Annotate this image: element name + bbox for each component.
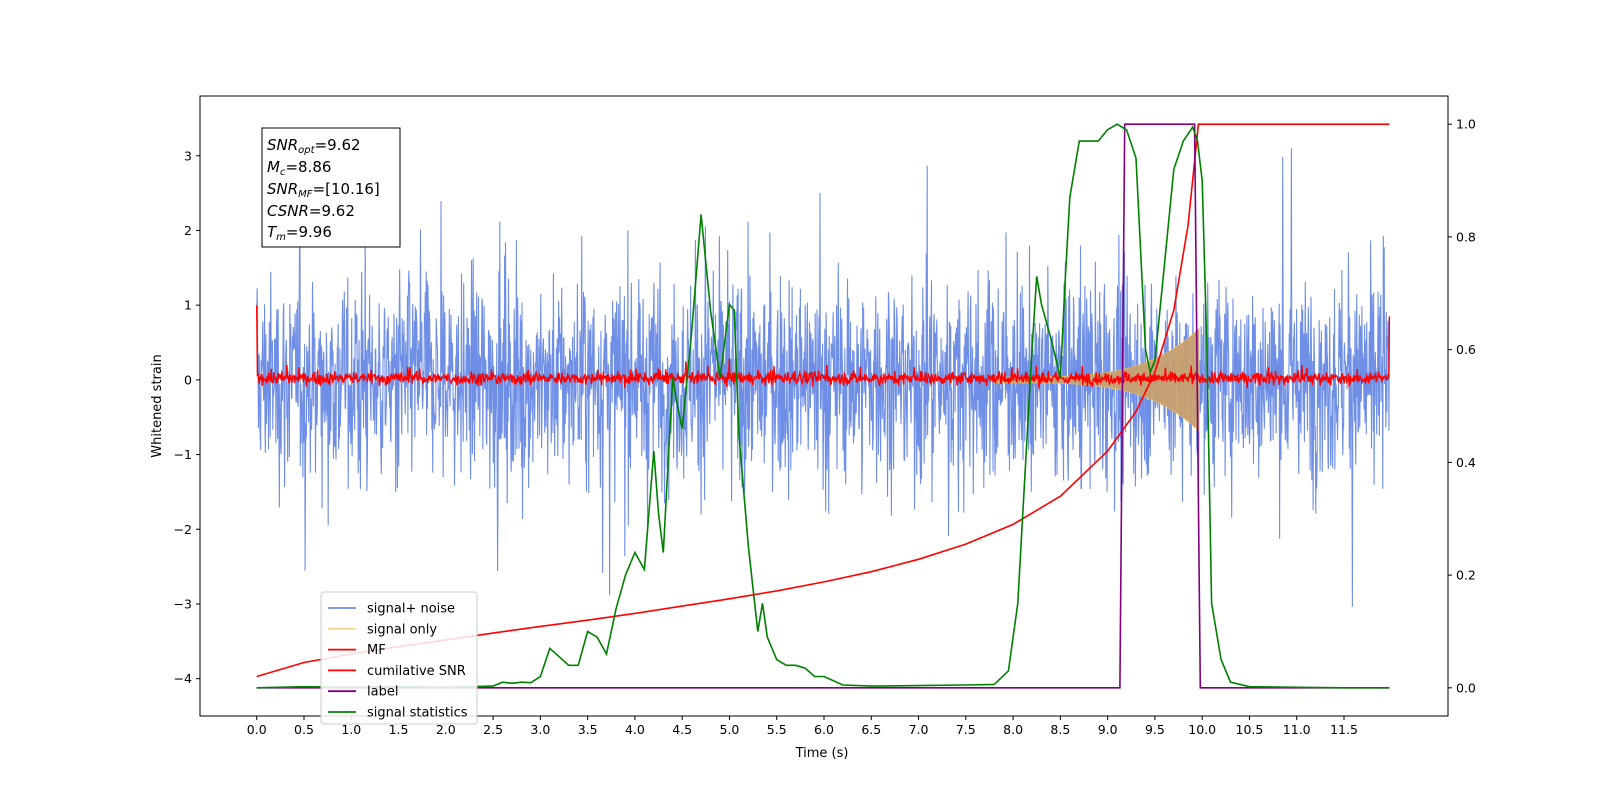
x-tick-label: 7.5 [956,722,976,737]
y-left-tick-label: −4 [174,671,192,686]
y-left-tick-label: 3 [184,148,192,163]
y-left-tick-label: 2 [184,223,192,238]
x-tick-label: 6.0 [814,722,834,737]
y-axis-left: 3 2 1 0 −1 −2 −3 −4 [174,148,200,686]
legend-entry: signal only [367,622,437,637]
series-signal-noise [256,148,1390,607]
x-tick-label: 9.0 [1098,722,1118,737]
legend-entry: signal+ noise [367,602,455,617]
x-tick-label: 1.5 [389,722,409,737]
svg-text:SNRopt=9.62: SNRopt=9.62 [267,136,361,156]
y-axis-right: 1.0 0.8 0.6 0.4 0.2 0.0 [1448,117,1476,695]
svg-text:CSNR=9.62: CSNR=9.62 [267,202,355,220]
y-left-tick-label: −1 [174,447,192,462]
x-tick-label: 6.5 [861,722,881,737]
x-tick-label: 2.5 [483,722,503,737]
y-left-tick-label: 0 [184,372,192,387]
x-tick-label: 2.0 [436,722,456,737]
y-right-tick-label: 0.0 [1456,680,1476,695]
x-tick-label: 3.0 [530,722,550,737]
y-left-tick-label: −3 [174,596,192,611]
x-tick-label: 7.0 [909,722,929,737]
x-axis-label: Time (s) [795,746,849,761]
y-right-tick-label: 0.2 [1456,568,1476,583]
x-tick-label: 4.5 [672,722,692,737]
x-tick-label: 5.5 [767,722,787,737]
x-tick-label: 0.0 [247,722,267,737]
svg-text:Mc=8.86: Mc=8.86 [267,158,331,178]
series-mf [256,305,1391,389]
y-left-tick-label: −2 [174,522,192,537]
legend-entry: signal statistics [367,706,468,721]
x-tick-label: 10.0 [1188,722,1216,737]
x-tick-label: 0.5 [294,722,314,737]
x-tick-label: 1.0 [341,722,361,737]
series-label [256,123,1390,689]
x-axis: 0.0 0.5 1.0 1.5 2.0 2.5 3.0 3.5 4.0 4.5 5.0 5.5 6.0 6… [247,716,1358,737]
y-left-tick-label: 1 [184,298,192,313]
x-tick-label: 3.5 [578,722,598,737]
annotation-box: SNRopt=9.62 Mc=8.86 SNRMF=[10.16] CSNR=9… [261,127,401,248]
y-axis-label: Whitened strain [150,354,165,457]
legend-entry: label [367,685,398,700]
x-tick-label: 11.0 [1283,722,1311,737]
x-tick-label: 11.5 [1330,722,1358,737]
x-tick-label: 5.0 [720,722,740,737]
legend-entry: cumilative SNR [367,664,466,679]
x-tick-label: 8.0 [1003,722,1023,737]
x-tick-label: 8.5 [1050,722,1070,737]
y-right-tick-label: 0.4 [1456,455,1476,470]
x-tick-label: 4.0 [625,722,645,737]
legend: signal+ noise signal only MF cumilative SNR… [320,591,478,725]
svg-text:Tm=9.96: Tm=9.96 [267,223,332,243]
series-signal-statistics [256,123,1390,689]
y-right-tick-label: 0.6 [1456,342,1476,357]
y-right-tick-label: 1.0 [1456,117,1476,132]
x-tick-label: 9.5 [1145,722,1165,737]
svg-text:SNRMF=[10.16]: SNRMF=[10.16] [267,180,380,200]
x-tick-label: 10.5 [1236,722,1264,737]
legend-entry: MF [367,643,386,658]
y-right-tick-label: 0.8 [1456,229,1476,244]
